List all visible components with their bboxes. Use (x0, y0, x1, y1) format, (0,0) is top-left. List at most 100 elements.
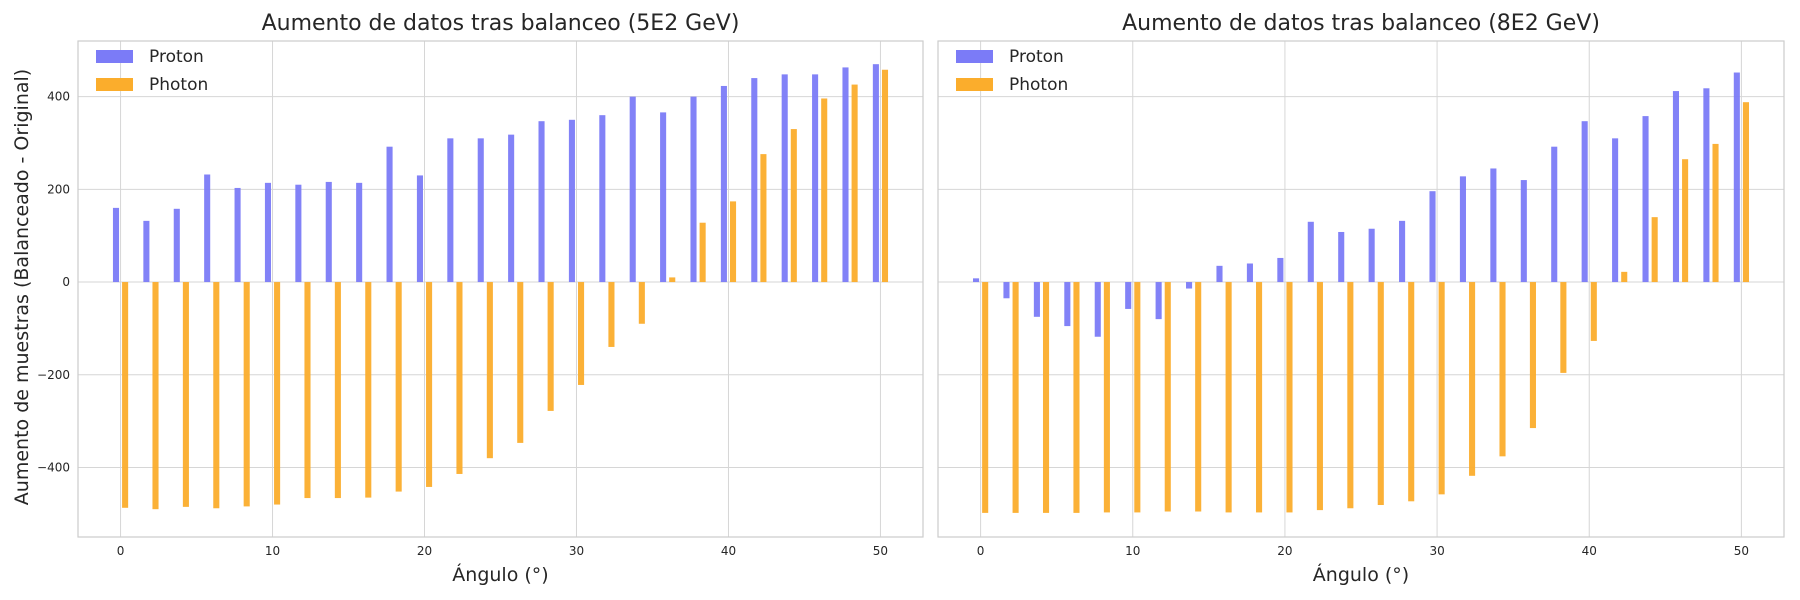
bar-photon-0 (122, 282, 129, 508)
bar-proton-32 (599, 115, 606, 283)
bar-proton-42 (1612, 138, 1619, 283)
y-axis-label: Aumento de muestras (Balanceado - Origin… (11, 69, 33, 505)
bar-proton-36 (1520, 180, 1527, 283)
bar-photon-50 (881, 69, 889, 283)
bar-proton-8 (1094, 282, 1101, 337)
y-tick-label: 200 (47, 182, 70, 196)
bar-proton-14 (325, 181, 332, 283)
bar-photon-6 (213, 282, 220, 509)
bar-proton-2 (1003, 282, 1010, 299)
bar-photon-16 (365, 282, 372, 498)
bar-photon-30 (578, 282, 585, 385)
legend-swatch-proton (96, 50, 133, 63)
y-tick-label: −400 (37, 460, 70, 474)
bar-photon-14 (334, 282, 341, 499)
bar-photon-12 (1164, 282, 1171, 512)
bar-photon-28 (1408, 282, 1415, 502)
bar-proton-36 (660, 112, 667, 283)
bar-proton-0 (972, 278, 980, 283)
bar-photon-12 (304, 282, 311, 499)
bar-proton-6 (1064, 282, 1071, 327)
bar-photon-48 (851, 84, 858, 283)
bar-proton-30 (568, 119, 575, 283)
x-tick-label: 50 (873, 544, 888, 558)
legend-swatch-photon (956, 78, 993, 91)
bar-photon-36 (669, 277, 676, 283)
bar-photon-2 (1012, 282, 1019, 513)
bar-photon-14 (1195, 282, 1202, 512)
y-tick-label: −200 (37, 368, 70, 382)
bar-photon-0 (982, 282, 989, 513)
legend-label-proton: Proton (149, 47, 204, 67)
x-tick-label: 10 (265, 544, 280, 558)
y-tick-label: 400 (47, 90, 70, 104)
bar-photon-44 (1651, 217, 1658, 283)
x-tick-label: 0 (977, 544, 985, 558)
bar-proton-8 (234, 187, 241, 283)
x-axis-label: Ángulo (°) (1313, 563, 1409, 586)
bar-proton-24 (477, 138, 484, 283)
x-tick-label: 10 (1125, 544, 1140, 558)
bar-photon-24 (1347, 282, 1354, 509)
bar-proton-46 (812, 74, 819, 283)
bar-proton-12 (1155, 282, 1162, 320)
x-tick-label: 30 (569, 544, 584, 558)
bar-proton-16 (356, 182, 363, 283)
bar-proton-20 (416, 175, 423, 283)
bar-proton-48 (1703, 88, 1710, 283)
bar-photon-44 (790, 129, 797, 283)
bar-proton-26 (508, 134, 515, 283)
bar-proton-30 (1429, 191, 1436, 283)
bar-proton-50 (1733, 72, 1740, 283)
bar-proton-2 (143, 220, 150, 283)
bar-photon-22 (1316, 282, 1323, 511)
bar-proton-40 (720, 85, 727, 283)
bar-photon-20 (1286, 282, 1293, 513)
x-tick-label: 0 (117, 544, 125, 558)
bar-proton-4 (1033, 282, 1040, 317)
bar-photon-4 (182, 282, 189, 507)
legend-label-photon: Photon (149, 75, 208, 95)
bar-proton-0 (112, 207, 120, 283)
bar-photon-38 (1560, 282, 1567, 373)
plot-frame (77, 40, 924, 538)
bar-proton-12 (295, 184, 302, 283)
bar-photon-26 (1377, 282, 1384, 506)
bar-proton-4 (173, 208, 180, 283)
bar-proton-18 (386, 146, 393, 283)
legend: Proton Photon (96, 47, 208, 95)
bar-proton-14 (1186, 282, 1193, 289)
x-tick-label: 20 (1277, 544, 1292, 558)
chart-title: Aumento de datos tras balanceo (5E2 GeV) (262, 11, 740, 36)
bar-photon-36 (1529, 282, 1536, 429)
bar-photon-10 (274, 282, 281, 505)
bar-proton-18 (1246, 263, 1253, 283)
bar-photon-26 (517, 282, 524, 443)
bar-photon-2 (152, 282, 159, 510)
bar-proton-28 (538, 121, 545, 283)
bar-proton-42 (751, 78, 758, 283)
bar-proton-44 (1642, 116, 1649, 283)
x-tick-label: 50 (1734, 544, 1749, 558)
bar-proton-44 (781, 74, 788, 283)
bar-photon-32 (608, 282, 615, 347)
bar-proton-26 (1368, 228, 1375, 283)
bar-photon-50 (1742, 102, 1750, 283)
legend-swatch-photon (96, 78, 133, 91)
bar-photon-32 (1469, 282, 1476, 476)
bar-proton-28 (1399, 220, 1406, 283)
bar-photon-10 (1134, 282, 1141, 513)
bar-photon-8 (1103, 282, 1110, 513)
bar-photon-28 (547, 282, 554, 411)
bar-photon-6 (1073, 282, 1080, 513)
plot-frame (937, 40, 1785, 538)
chart-panel-1: 0 10 20 30 40 50 −400 −200 0 200 400 Aumento de dat… (37, 11, 924, 586)
bar-photon-4 (1042, 282, 1050, 513)
bar-proton-40 (1581, 121, 1588, 283)
bar-photon-30 (1438, 282, 1445, 495)
bar-proton-10 (1125, 282, 1132, 309)
x-tick-label: 40 (721, 544, 736, 558)
bar-photon-46 (1682, 159, 1689, 283)
bar-proton-38 (690, 96, 697, 283)
